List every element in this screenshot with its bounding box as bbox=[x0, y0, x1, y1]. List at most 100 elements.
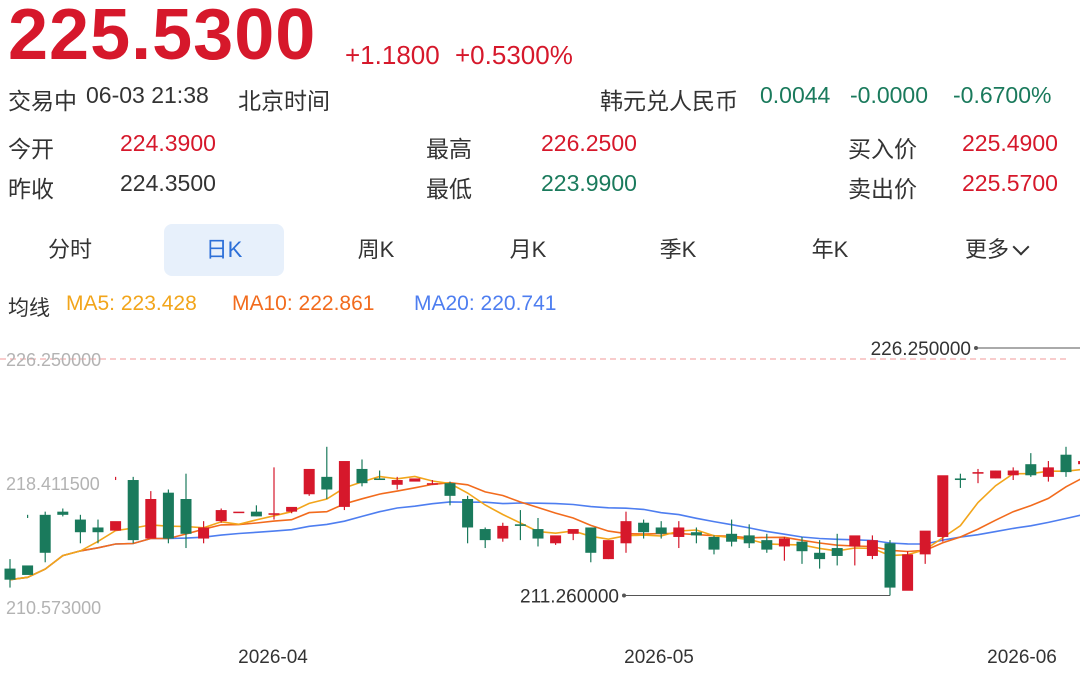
price-change-percent: +0.5300% bbox=[455, 40, 573, 70]
candle-body bbox=[673, 527, 685, 537]
candle-body bbox=[866, 540, 878, 556]
candle-body bbox=[57, 511, 69, 515]
tab-weekly-k[interactable]: 周K bbox=[357, 237, 395, 262]
candle-body bbox=[110, 521, 122, 531]
x-tick-label: 2026-05 bbox=[624, 647, 694, 668]
candle-body bbox=[462, 499, 474, 528]
candle-body bbox=[1007, 470, 1019, 476]
tab-monthly-k[interactable]: 月K bbox=[509, 237, 547, 262]
open-value: 224.3900 bbox=[120, 130, 216, 156]
quote-datetime: 06-03 21:38 bbox=[86, 82, 209, 108]
min-annotation-dot bbox=[622, 593, 626, 598]
candle-body bbox=[4, 568, 16, 580]
candle-body bbox=[215, 510, 227, 522]
candle-body bbox=[990, 470, 1002, 479]
candle-body bbox=[303, 468, 315, 495]
ask-value: 225.5700 bbox=[962, 170, 1058, 196]
price-change: +1.1800 bbox=[345, 40, 440, 70]
tab-intraday[interactable]: 分时 bbox=[47, 237, 92, 262]
trading-status: 交易中 bbox=[8, 88, 77, 114]
fx-change: -0.0000 bbox=[850, 82, 929, 108]
fx-pair-label[interactable]: 韩元兑人民币 bbox=[600, 88, 738, 114]
bid-value: 225.4900 bbox=[962, 130, 1058, 156]
ma5-legend: MA5: 223.428 bbox=[66, 292, 197, 315]
candle-body bbox=[743, 535, 755, 544]
timezone-label: 北京时间 bbox=[238, 88, 330, 114]
fx-price: 0.0044 bbox=[760, 82, 831, 108]
candle-body bbox=[479, 529, 491, 541]
candle-body bbox=[902, 554, 914, 591]
candle-body bbox=[567, 529, 579, 534]
candle-body bbox=[127, 480, 139, 541]
candle-body bbox=[426, 483, 438, 485]
candle-body bbox=[726, 533, 738, 542]
candle-body bbox=[92, 527, 104, 533]
open-label: 今开 bbox=[8, 136, 54, 162]
tab-more-label: 更多 bbox=[964, 237, 1009, 262]
candle-body bbox=[761, 540, 773, 550]
ma5-line bbox=[9, 468, 1080, 581]
candle-body bbox=[550, 535, 562, 544]
candle-body bbox=[1042, 467, 1054, 477]
candle-body bbox=[198, 527, 210, 539]
max-annotation-dot bbox=[974, 346, 978, 350]
ma20-line bbox=[9, 501, 1080, 581]
candle-body bbox=[250, 511, 262, 517]
candlestick-chart[interactable]: 226.250000 218.411500 210.573000 2026-04 202… bbox=[0, 330, 1080, 675]
candle-body bbox=[602, 540, 614, 560]
y-tick-label: 218.411500 bbox=[6, 474, 100, 494]
y-tick-label: 210.573000 bbox=[6, 598, 101, 618]
candle-body bbox=[497, 525, 509, 539]
candle-body bbox=[338, 461, 350, 507]
chevron-down-icon bbox=[1012, 238, 1030, 256]
candle-body bbox=[22, 565, 34, 575]
candle-body bbox=[708, 536, 720, 550]
candle-body bbox=[268, 513, 280, 515]
tab-yearly-k[interactable]: 年K bbox=[811, 237, 849, 262]
candle-body bbox=[937, 475, 949, 537]
candle-body bbox=[233, 511, 245, 514]
candle-body bbox=[849, 535, 861, 547]
candle-body bbox=[638, 522, 650, 533]
tab-more[interactable]: 更多 bbox=[946, 224, 1046, 276]
fx-change-percent: -0.6700% bbox=[953, 82, 1052, 108]
candle-body bbox=[356, 468, 368, 484]
candle-body bbox=[409, 478, 421, 482]
prev-close-value: 224.3500 bbox=[120, 170, 216, 196]
candle-body bbox=[814, 552, 826, 560]
ma10-legend: MA10: 222.861 bbox=[232, 292, 375, 315]
candle-body bbox=[514, 524, 526, 526]
candle-body bbox=[972, 472, 984, 474]
tab-quarterly-k[interactable]: 季K bbox=[659, 237, 697, 262]
x-tick-label: 2026-06 bbox=[987, 647, 1057, 668]
candle-body bbox=[145, 499, 157, 539]
candle-body bbox=[1078, 461, 1080, 465]
candle-body bbox=[655, 527, 667, 534]
candle-body bbox=[39, 514, 51, 553]
ma-legend-title: 均线 bbox=[8, 297, 50, 320]
ma10-line bbox=[9, 478, 1080, 581]
candle-body bbox=[1060, 454, 1072, 473]
min-annotation-label: 211.260000 bbox=[520, 586, 619, 607]
candle-body bbox=[585, 527, 597, 553]
high-label: 最高 bbox=[426, 136, 472, 162]
max-annotation-leader bbox=[976, 347, 1080, 349]
candle-body bbox=[778, 538, 790, 547]
candle-body bbox=[884, 543, 896, 588]
candle-body bbox=[1025, 464, 1037, 476]
candle-body bbox=[374, 478, 386, 481]
x-tick-label: 2026-04 bbox=[238, 647, 308, 668]
candle-body bbox=[919, 530, 931, 555]
candle-body bbox=[620, 521, 632, 544]
tab-daily-k[interactable]: 日K bbox=[164, 224, 284, 276]
candle-body bbox=[444, 483, 456, 496]
max-annotation-label: 226.250000 bbox=[871, 339, 971, 360]
candle-body bbox=[180, 499, 192, 534]
prev-close-label: 昨收 bbox=[8, 176, 54, 202]
candle-body bbox=[796, 541, 808, 552]
y-tick-label: 226.250000 bbox=[6, 350, 101, 370]
low-label: 最低 bbox=[426, 176, 472, 202]
candle-body bbox=[286, 506, 298, 512]
candle-body bbox=[954, 478, 966, 481]
candle-body bbox=[321, 476, 333, 490]
